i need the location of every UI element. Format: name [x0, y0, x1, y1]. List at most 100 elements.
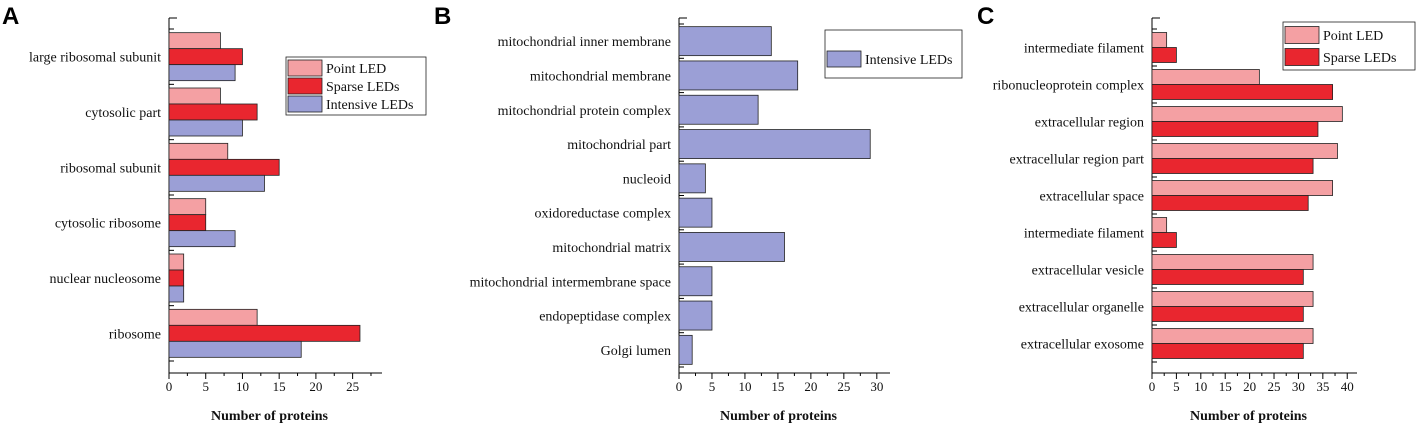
bar-intensive-leds: [168, 119, 243, 137]
x-axis-title: Number of proteins: [211, 409, 328, 424]
bar-point-led: [1151, 143, 1338, 159]
bar-intensive-leds: [168, 230, 236, 248]
legend-label: Sparse LEDs: [326, 80, 400, 95]
legend: Intensive LEDs: [824, 29, 963, 79]
bar-intensive-leds: [678, 94, 759, 125]
x-tick-label: 10: [236, 379, 249, 394]
legend-swatch: [287, 77, 323, 95]
bar-intensive-leds: [678, 163, 706, 194]
panel-b-chart: B 0 5 10 15 20 25 30 Number of proteins mitochond…: [434, 3, 963, 424]
category-label: cytosolic ribosome: [55, 217, 161, 232]
x-tick-label: 5: [202, 379, 209, 394]
bar-point-led: [168, 198, 207, 216]
x-tick-label: 25: [837, 379, 850, 394]
category-label: large ribosomal subunit: [29, 51, 161, 66]
category-label: extracellular organelle: [1019, 301, 1144, 316]
x-tick-label: 20: [1243, 379, 1256, 394]
category-label: mitochondrial part: [567, 138, 671, 153]
x-tick-label: 20: [309, 379, 322, 394]
bar-sparse-leds: [1151, 195, 1309, 211]
category-label: Golgi lumen: [601, 344, 671, 359]
legend-swatch: [1284, 26, 1320, 44]
legend-swatch: [287, 59, 323, 77]
bar-point-led: [1151, 106, 1343, 122]
x-tick-label: 25: [1268, 379, 1281, 394]
x-tick-label: 0: [676, 379, 683, 394]
bar-sparse-leds: [168, 103, 258, 121]
bar-intensive-leds: [168, 64, 236, 82]
bar-sparse-leds: [168, 48, 243, 66]
bar-intensive-leds: [678, 129, 871, 159]
category-label: extracellular exosome: [1021, 338, 1144, 353]
x-tick-label: 35: [1316, 379, 1329, 394]
category-label: cytosolic part: [85, 106, 161, 121]
category-label: ribosome: [109, 327, 161, 342]
x-axis-title: Number of proteins: [720, 409, 837, 424]
bar-point-led: [168, 142, 229, 160]
bar-sparse-leds: [1151, 47, 1177, 63]
legend-swatch: [1284, 48, 1320, 66]
bar-point-led: [1151, 180, 1333, 196]
x-tick-label: 10: [738, 379, 751, 394]
legend-label: Sparse LEDs: [1323, 51, 1397, 66]
bar-sparse-leds: [1151, 269, 1304, 285]
bar-point-led: [1151, 217, 1168, 233]
category-label: mitochondrial matrix: [552, 241, 671, 256]
bar-point-led: [1151, 32, 1168, 48]
panel-b-letter: B: [434, 3, 451, 30]
legend-label: Point LED: [1323, 29, 1383, 44]
bar-point-led: [1151, 328, 1314, 344]
x-tick-label: 10: [1194, 379, 1207, 394]
category-label: extracellular vesicle: [1032, 264, 1144, 279]
bar-intensive-leds: [168, 174, 265, 192]
x-tick-label: 0: [1149, 379, 1156, 394]
category-label: mitochondrial protein complex: [498, 104, 671, 119]
legend: Point LED Sparse LEDs Intensive LEDs: [285, 56, 427, 116]
legend: Point LED Sparse LEDs: [1282, 21, 1416, 71]
bar-sparse-leds: [1151, 306, 1304, 322]
x-tick-label: 5: [1173, 379, 1180, 394]
category-label: extracellular region: [1035, 116, 1144, 131]
x-tick-label: 0: [166, 379, 173, 394]
bar-sparse-leds: [1151, 343, 1304, 359]
bar-intensive-leds: [678, 197, 713, 228]
category-label: intermediate filament: [1024, 227, 1144, 242]
x-tick-label: 25: [346, 379, 359, 394]
bar-sparse-leds: [1151, 84, 1333, 100]
bar-sparse-leds: [1151, 232, 1177, 248]
bar-sparse-leds: [168, 158, 280, 176]
panel-a-chart: A 0 5 10 15 20 25 Number of proteins large ribos…: [2, 3, 427, 424]
bar-intensive-leds: [168, 340, 302, 358]
legend-label: Intensive LEDs: [326, 98, 413, 113]
category-label: intermediate filament: [1024, 42, 1144, 57]
bar-point-led: [168, 253, 185, 271]
bar-intensive-leds: [678, 60, 799, 91]
bar-intensive-leds: [678, 266, 713, 297]
x-axis-title: Number of proteins: [1190, 409, 1307, 424]
panel-a-letter: A: [2, 3, 19, 30]
bar-point-led: [1151, 291, 1314, 307]
bar-intensive-leds: [678, 232, 785, 262]
bar-sparse-leds: [168, 269, 185, 287]
bar-intensive-leds: [678, 26, 772, 57]
category-label: mitochondrial inner membrane: [498, 35, 671, 50]
legend-label: Intensive LEDs: [865, 53, 952, 68]
bar-point-led: [168, 32, 221, 50]
bar-point-led: [1151, 69, 1260, 85]
legend-swatch: [287, 95, 323, 113]
x-tick-label: 40: [1341, 379, 1354, 394]
bar-point-led: [168, 308, 258, 326]
bar-intensive-leds: [678, 334, 693, 365]
x-tick-label: 15: [273, 379, 286, 394]
bar-sparse-leds: [168, 324, 361, 342]
category-label: oxidoreductase complex: [535, 207, 671, 222]
bar-intensive-leds: [168, 285, 185, 303]
x-tick-label: 20: [804, 379, 817, 394]
category-label: ribosomal subunit: [60, 161, 161, 176]
panel-c-letter: C: [977, 3, 994, 30]
x-tick-label: 30: [1292, 379, 1305, 394]
category-label: mitochondrial membrane: [530, 69, 671, 84]
category-label: nucleoid: [623, 172, 671, 187]
category-label: mitochondrial intermembrane space: [470, 275, 671, 290]
